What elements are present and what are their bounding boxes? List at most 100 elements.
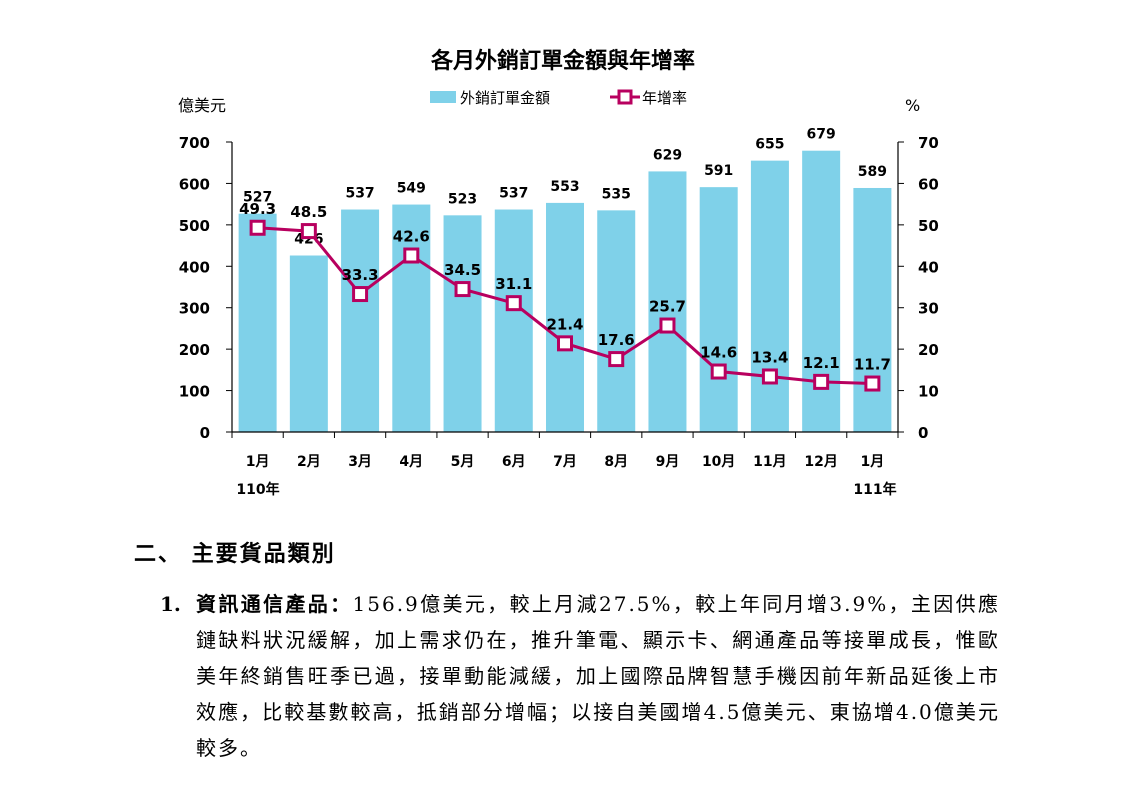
section-heading: 二、 主要貨品類別	[134, 541, 336, 567]
bar-value-label: 655	[755, 137, 784, 153]
y-right-tick-label: 20	[918, 341, 939, 359]
growth-rate-point	[608, 351, 625, 368]
growth-rate-label: 48.5	[290, 203, 327, 221]
growth-rate-label: 31.1	[495, 275, 532, 293]
y-right-unit: %	[905, 96, 920, 115]
bar-value-label: 549	[397, 181, 426, 197]
bar	[392, 204, 431, 432]
growth-rate-point	[864, 375, 881, 392]
growth-rate-line: 49.3 48.5 33.3 42.6 34.5 31.1 21.4 17.6 25.7 14.6…	[239, 200, 891, 392]
growth-rate-point	[557, 335, 573, 352]
growth-rate-label: 11.7	[854, 356, 891, 374]
x-labels: 1月 2月 3月 4月 5月 6月 7月 8月 9月 10月 11月 12月 1月	[246, 454, 885, 470]
bar-value-label: 679	[807, 127, 836, 143]
x-category-label: 10月	[702, 454, 735, 470]
x-category-label: 11月	[753, 454, 786, 470]
y-left-tick-label: 700	[179, 134, 210, 152]
bar	[853, 187, 892, 432]
growth-rate-point	[249, 219, 266, 236]
bar-value-label: 629	[653, 147, 682, 163]
legend-line-marker	[617, 89, 633, 105]
bar-value-label: 535	[602, 186, 631, 202]
bar-value-label: 537	[345, 186, 374, 202]
x-category-label: 8月	[604, 454, 628, 470]
y-right-tick-label: 30	[918, 300, 939, 318]
growth-rate-point	[813, 373, 830, 390]
growth-rate-label: 12.1	[803, 354, 840, 372]
legend: 外銷訂單金額 年增率	[430, 89, 687, 107]
x-category-label: 12月	[804, 454, 837, 470]
bar-value-label: 523	[448, 191, 477, 207]
growth-rate-point	[761, 368, 778, 385]
item-paragraph: 資訊通信產品：156.9億美元，較上月減27.5%，較上年同月增3.9%，主因供…	[196, 586, 1000, 766]
x-category-label: 4月	[399, 454, 423, 470]
item-number: 1.	[160, 592, 181, 616]
bar	[648, 171, 687, 432]
y-left-unit: 億美元	[178, 96, 226, 115]
growth-rate-label: 34.5	[444, 261, 481, 279]
chart-title: 各月外銷訂單金額與年增率	[430, 48, 695, 74]
x-year-end-label: 111年	[853, 481, 896, 498]
growth-rate-label: 42.6	[393, 228, 430, 246]
y-left-tick-label: 600	[179, 175, 210, 193]
legend-line-label: 年增率	[642, 89, 687, 107]
x-category-label: 7月	[553, 454, 577, 470]
legend-bar-label: 外銷訂單金額	[460, 89, 550, 107]
item-title: 資訊通信產品：	[196, 592, 353, 616]
bar	[494, 209, 533, 432]
x-year-start-label: 110年	[236, 481, 279, 498]
y-left-tick-label: 0	[200, 424, 210, 442]
growth-rate-label: 25.7	[649, 298, 686, 316]
y-right-tick-label: 0	[918, 424, 928, 442]
bar	[341, 209, 380, 432]
x-category-label: 6月	[502, 454, 526, 470]
x-category-label: 3月	[348, 454, 372, 470]
bar	[699, 187, 738, 432]
x-category-label: 9月	[656, 454, 680, 470]
x-category-label: 1月	[861, 454, 885, 470]
growth-rate-label: 21.4	[546, 315, 583, 333]
y-left-ticks: 700 600 500 400 300 200 100 0	[179, 134, 232, 442]
y-right-tick-label: 60	[918, 175, 939, 193]
x-category-label: 5月	[451, 454, 475, 470]
bar	[597, 210, 636, 432]
x-category-label: 2月	[297, 454, 321, 470]
growth-rate-point	[505, 295, 522, 312]
bar-value-label: 589	[858, 164, 887, 180]
bar	[443, 215, 482, 432]
y-right-tick-label: 10	[918, 383, 939, 401]
y-left-tick-label: 500	[179, 217, 210, 235]
bar	[750, 160, 789, 432]
bar	[289, 255, 328, 432]
growth-rate-label: 49.3	[239, 200, 276, 218]
bar-value-label: 537	[499, 186, 528, 202]
growth-rate-point	[300, 223, 317, 240]
y-left-tick-label: 100	[179, 383, 210, 401]
growth-rate-point	[403, 247, 420, 264]
y-left-tick-label: 200	[179, 341, 210, 359]
axes	[231, 142, 899, 438]
export-orders-chart: 各月外銷訂單金額與年增率 外銷訂單金額 年增率 億美元 % 7006005004…	[178, 48, 939, 498]
y-right-tick-label: 50	[918, 217, 939, 235]
growth-rate-label: 17.6	[598, 331, 635, 349]
bar-value-label: 553	[550, 179, 579, 195]
bar-value-label: 527	[243, 190, 272, 206]
y-left-tick-label: 400	[179, 258, 210, 276]
item-body-text: 156.9億美元，較上月減27.5%，較上年同月增3.9%，主因供應鏈缺料狀況緩…	[196, 592, 1000, 760]
growth-rate-point	[710, 363, 727, 380]
x-category-label: 1月	[246, 454, 270, 470]
growth-rate-label: 33.3	[342, 266, 379, 284]
y-right-tick-label: 40	[918, 258, 939, 276]
growth-rate-point	[352, 286, 369, 303]
y-left-tick-label: 300	[179, 300, 210, 318]
item-info-comm-products: 1. 資訊通信產品：156.9億美元，較上月減27.5%，較上年同月增3.9%，…	[160, 586, 1000, 766]
bar-value-label: 591	[704, 163, 733, 179]
growth-rate-point	[659, 317, 676, 334]
growth-rate-point	[454, 281, 471, 298]
legend-bar-swatch	[430, 91, 456, 103]
growth-rate-label: 13.4	[751, 348, 788, 366]
bar	[238, 213, 277, 432]
growth-rate-label: 14.6	[700, 344, 737, 362]
bar	[546, 202, 584, 432]
